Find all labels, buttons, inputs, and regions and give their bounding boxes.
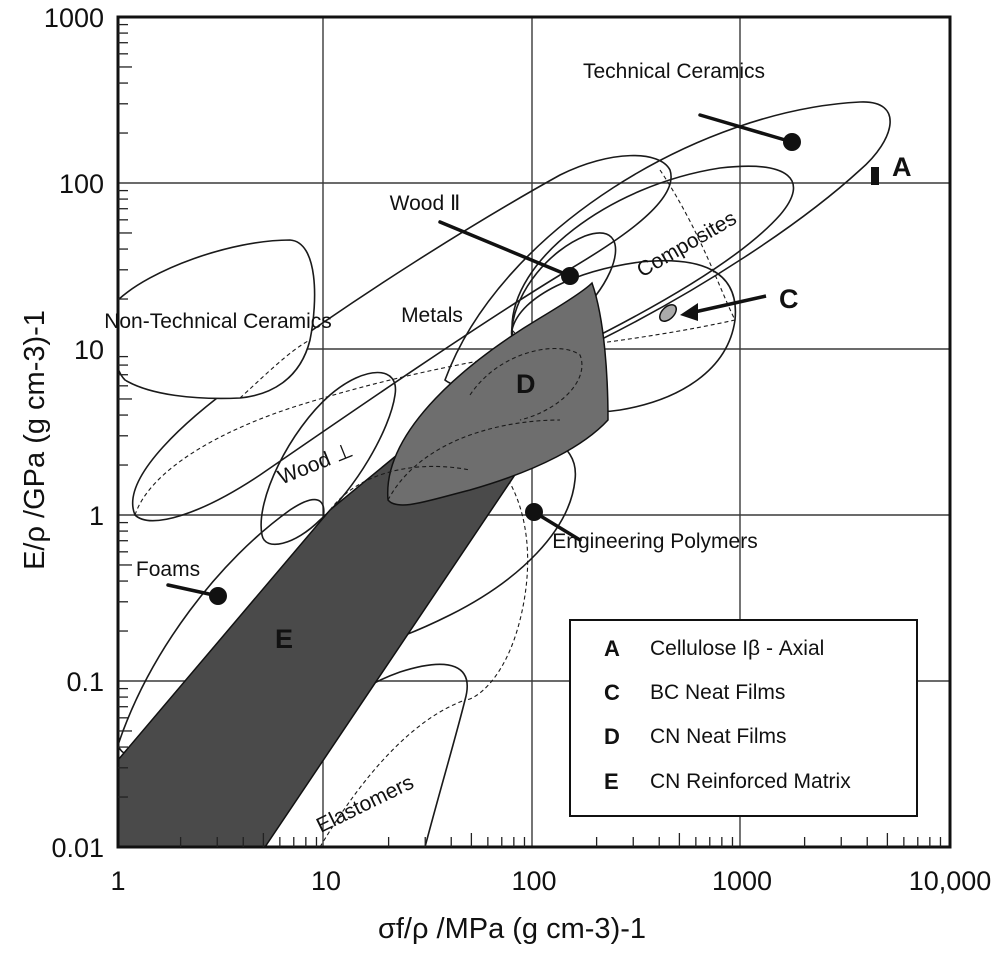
y-tick-label: 1 xyxy=(89,501,104,531)
legend-text-e: CN Reinforced Matrix xyxy=(650,770,851,793)
marker-a-cellulose xyxy=(871,167,879,185)
minor-ticks xyxy=(118,23,942,847)
legend-key-a: A xyxy=(604,636,620,661)
arrowhead-c xyxy=(680,303,698,321)
highlight-regions xyxy=(118,281,609,847)
dashed-region-d-ellipse xyxy=(469,348,583,421)
x-tick-label: 10 xyxy=(311,866,341,896)
y-axis-title: E/ρ /GPa (g cm-3)-1 xyxy=(19,310,51,570)
leader-technical-ceramics xyxy=(698,113,794,144)
legend-text-c: BC Neat Films xyxy=(650,681,785,704)
marker-engineering-polymers xyxy=(525,503,543,521)
region-d-cn-neat-films xyxy=(387,281,609,506)
leader-wood-parallel xyxy=(438,220,572,278)
label-non-technical-ceramics: Non-Technical Ceramics xyxy=(104,310,332,333)
y-tick-label: 10 xyxy=(74,335,104,365)
y-tick-label: 100 xyxy=(59,169,104,199)
label-region-c: C xyxy=(779,284,799,314)
leader-c xyxy=(689,294,767,315)
dashed-region-e-overlap xyxy=(329,465,471,511)
marker-c-bc-neat-films xyxy=(659,304,677,322)
dashed-region-d-overlap xyxy=(387,419,561,501)
legend-text-a: Cellulose Iβ - Axial xyxy=(650,637,824,660)
dashed-non-technical xyxy=(239,339,311,399)
legend-key-e: E xyxy=(604,769,619,794)
y-tick-labels: 1000 100 10 1 0.1 0.01 xyxy=(44,3,104,863)
x-tick-label: 10,000 xyxy=(909,866,992,896)
dashed-elastomer-right xyxy=(319,699,466,847)
label-foams: Foams xyxy=(136,558,200,581)
marker-foams xyxy=(209,587,227,605)
label-metals: Metals xyxy=(401,304,463,327)
x-axis-title: σf/ρ /MPa (g cm-3)-1 xyxy=(378,913,646,945)
legend-text-d: CN Neat Films xyxy=(650,725,787,748)
x-tick-label: 1000 xyxy=(712,866,772,896)
legend-box xyxy=(569,619,918,817)
x-tick-labels: 1 10 100 1000 10,000 xyxy=(110,866,991,896)
marker-technical-ceramics xyxy=(783,133,801,151)
y-tick-label: 0.01 xyxy=(51,833,104,863)
envelope-wood-perpendicular xyxy=(260,371,397,546)
label-wood-parallel: Wood Ⅱ xyxy=(390,192,461,215)
marker-wood-parallel xyxy=(561,267,579,285)
label-engineering-polymers: Engineering Polymers xyxy=(552,530,757,553)
label-wood-perpendicular: Wood ⊥ xyxy=(275,439,357,490)
y-tick-label: 1000 xyxy=(44,3,104,33)
y-tick-label: 0.1 xyxy=(66,667,104,697)
dashed-polymers-lower xyxy=(464,439,529,701)
x-tick-label: 100 xyxy=(511,866,556,896)
label-region-e: E xyxy=(275,624,293,654)
label-technical-ceramics-1: Technical Ceramics xyxy=(583,60,765,83)
legend-key-c: C xyxy=(604,680,620,705)
envelope-non-technical-ceramics xyxy=(118,239,316,400)
material-markers xyxy=(166,113,879,605)
label-region-d: D xyxy=(516,369,536,399)
x-tick-label: 1 xyxy=(110,866,125,896)
dashed-ceramics-extent xyxy=(659,169,736,321)
plot-frame xyxy=(116,15,952,849)
legend: A Cellulose Iβ - Axial C BC Neat Films D… xyxy=(569,619,918,817)
legend-key-d: D xyxy=(604,724,620,749)
label-region-a: A xyxy=(892,152,912,182)
